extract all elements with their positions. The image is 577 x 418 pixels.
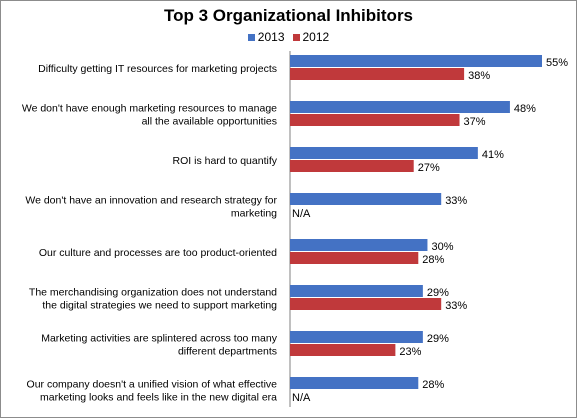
category-label: Our company doesn't a unified vision of … [27, 379, 278, 391]
bar-2013 [290, 239, 428, 251]
data-label-2012: 33% [445, 300, 467, 312]
chart-legend: 2013 2012 [0, 30, 577, 44]
data-label-2013: 48% [514, 103, 536, 115]
category-label: Our culture and processes are too produc… [39, 247, 277, 259]
data-label-2012: N/A [292, 208, 311, 220]
bar-2012 [290, 252, 419, 264]
bar-2013 [290, 193, 442, 205]
bar-2012 [290, 298, 442, 310]
bar-2013 [290, 377, 419, 389]
data-label-2013: 29% [427, 333, 449, 345]
category-label: We don't have an innovation and research… [25, 195, 277, 207]
category-label: ROI is hard to quantify [173, 155, 278, 167]
data-label-2013: 41% [482, 149, 504, 161]
category-label: marketing [231, 208, 277, 220]
data-label-2013: 29% [427, 287, 449, 299]
data-label-2012: 27% [418, 162, 440, 174]
chart-title: Top 3 Organizational Inhibitors [163, 6, 414, 25]
bar-2013 [290, 285, 423, 297]
data-label-2012: 37% [464, 116, 486, 128]
category-label: We don't have enough marketing resources… [22, 103, 277, 115]
data-label-2013: 55% [546, 57, 568, 69]
data-label-2013: 28% [422, 379, 444, 391]
category-label: The merchandising organization does not … [29, 287, 277, 299]
legend-label-2013: 2013 [257, 30, 285, 44]
category-label: different departments [178, 346, 277, 358]
legend-label-2012: 2012 [302, 30, 330, 44]
bar-2012 [290, 344, 396, 356]
category-label: Marketing activities are splintered acro… [41, 333, 278, 345]
legend-swatch-2013 [247, 33, 255, 41]
category-label: Difficulty getting IT resources for mark… [38, 63, 277, 75]
bar-2012 [290, 160, 414, 172]
bar-2013 [290, 55, 542, 67]
bar-2013 [290, 147, 478, 159]
legend-item-2013: 2013 [247, 30, 285, 44]
legend-swatch-2012 [292, 33, 300, 41]
bar-2013 [290, 331, 423, 343]
data-label-2012: 23% [399, 346, 421, 358]
bar-2013 [290, 101, 510, 113]
data-label-2012: N/A [292, 392, 311, 404]
data-label-2012: 38% [468, 70, 490, 82]
category-label: all the available opportunities [142, 116, 277, 128]
bar-2012 [290, 114, 460, 126]
data-label-2013: 30% [431, 241, 453, 253]
legend-item-2012: 2012 [292, 30, 330, 44]
data-label-2013: 33% [445, 195, 467, 207]
data-label-2012: 28% [422, 254, 444, 266]
bar-2012 [290, 68, 465, 80]
category-label: marketing looks and feels like in the ne… [40, 392, 277, 404]
category-label: the digital strategies we need to suppor… [42, 300, 277, 312]
